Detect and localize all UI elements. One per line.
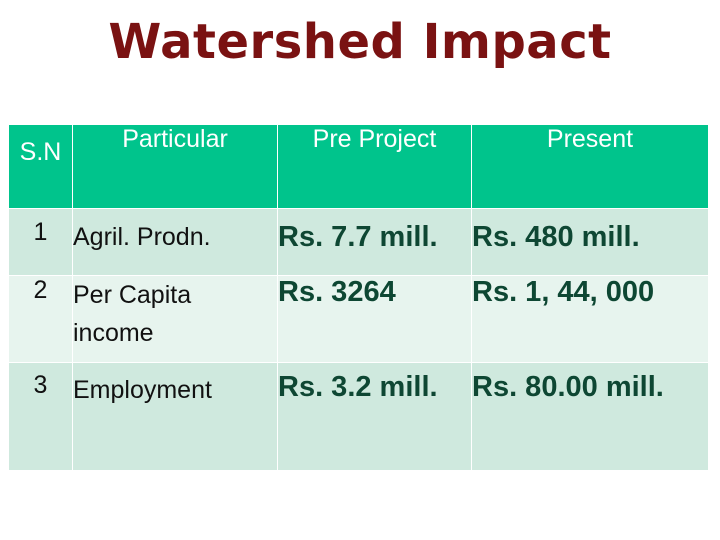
row-present: Rs. 480 mill. — [471, 208, 709, 276]
row-sn: 2 — [8, 275, 73, 363]
slide-title: Watershed Impact — [108, 14, 612, 70]
header-particular: Particular — [72, 124, 278, 209]
row-present: Rs. 80.00 mill. — [471, 362, 709, 471]
row-pre-project: Rs. 3264 — [277, 275, 472, 363]
row-particular: Agril. Prodn. — [72, 208, 278, 276]
impact-table: S.N Particular Pre Project Present 1 Agr… — [8, 124, 709, 471]
row-pre-project: Rs. 3.2 mill. — [277, 362, 472, 471]
row-present: Rs. 1, 44, 000 — [471, 275, 709, 363]
row-sn: 1 — [8, 208, 73, 276]
header-pre-project: Pre Project — [277, 124, 472, 209]
row-pre-project: Rs. 7.7 mill. — [277, 208, 472, 276]
row-particular: Per Capita income — [72, 275, 278, 363]
header-present: Present — [471, 124, 709, 209]
table-header-row: S.N Particular Pre Project Present — [8, 124, 709, 209]
row-particular: Employment — [72, 362, 278, 471]
table-row: 2 Per Capita income Rs. 3264 Rs. 1, 44, … — [8, 275, 709, 363]
header-sn: S.N — [8, 124, 73, 209]
table-row: 1 Agril. Prodn. Rs. 7.7 mill. Rs. 480 mi… — [8, 208, 709, 276]
table-row: 3 Employment Rs. 3.2 mill. Rs. 80.00 mil… — [8, 362, 709, 471]
row-sn: 3 — [8, 362, 73, 471]
